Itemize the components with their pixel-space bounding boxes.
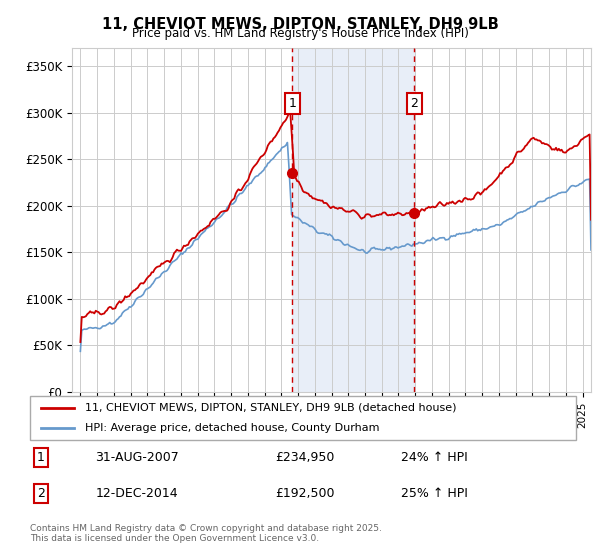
Text: 2: 2: [37, 487, 45, 500]
Text: 12-DEC-2014: 12-DEC-2014: [95, 487, 178, 500]
Text: 31-AUG-2007: 31-AUG-2007: [95, 451, 179, 464]
Text: HPI: Average price, detached house, County Durham: HPI: Average price, detached house, Coun…: [85, 423, 379, 433]
Text: 1: 1: [289, 97, 296, 110]
Text: 1: 1: [37, 451, 45, 464]
Text: 24% ↑ HPI: 24% ↑ HPI: [401, 451, 468, 464]
Bar: [292, 48, 415, 392]
Text: £192,500: £192,500: [276, 487, 335, 500]
Text: 25% ↑ HPI: 25% ↑ HPI: [401, 487, 468, 500]
Text: 2: 2: [410, 97, 418, 110]
FancyBboxPatch shape: [30, 396, 576, 440]
Text: Contains HM Land Registry data © Crown copyright and database right 2025.
This d: Contains HM Land Registry data © Crown c…: [30, 524, 382, 543]
Text: Price paid vs. HM Land Registry's House Price Index (HPI): Price paid vs. HM Land Registry's House …: [131, 27, 469, 40]
Text: £234,950: £234,950: [276, 451, 335, 464]
Text: 11, CHEVIOT MEWS, DIPTON, STANLEY, DH9 9LB (detached house): 11, CHEVIOT MEWS, DIPTON, STANLEY, DH9 9…: [85, 403, 456, 413]
Text: 11, CHEVIOT MEWS, DIPTON, STANLEY, DH9 9LB: 11, CHEVIOT MEWS, DIPTON, STANLEY, DH9 9…: [101, 17, 499, 32]
